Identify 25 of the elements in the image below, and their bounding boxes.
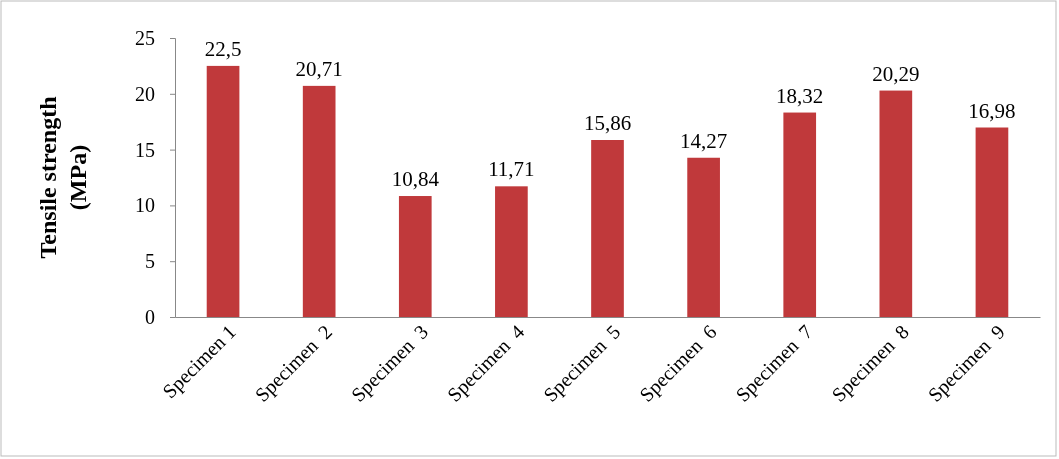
y-tick-label: 20 <box>135 82 155 105</box>
data-label: 20,71 <box>295 56 343 81</box>
y-tick-label: 5 <box>145 250 155 273</box>
data-label: 14,27 <box>679 128 728 153</box>
bar <box>687 157 720 317</box>
y-tick-label: 10 <box>135 194 155 217</box>
data-label: 16,98 <box>968 98 1016 123</box>
data-label: 10,84 <box>391 167 440 192</box>
bar <box>206 65 240 317</box>
y-axis-title: Tensile strength (MPa) <box>35 96 91 259</box>
data-label: 11,71 <box>488 157 535 182</box>
bar <box>975 127 1009 317</box>
y-tick-label: 25 <box>135 26 155 49</box>
bar <box>879 90 913 317</box>
y-tick-label: 0 <box>145 305 155 328</box>
bar <box>591 140 624 317</box>
bar <box>398 196 432 317</box>
bar <box>302 85 336 317</box>
bar <box>783 112 817 317</box>
bar <box>495 186 528 317</box>
data-label: 18,32 <box>776 83 824 108</box>
data-label: 20,29 <box>872 61 920 86</box>
data-label: 15,86 <box>583 111 632 135</box>
data-label: 22,5 <box>204 36 242 61</box>
y-tick-label: 15 <box>135 138 155 161</box>
